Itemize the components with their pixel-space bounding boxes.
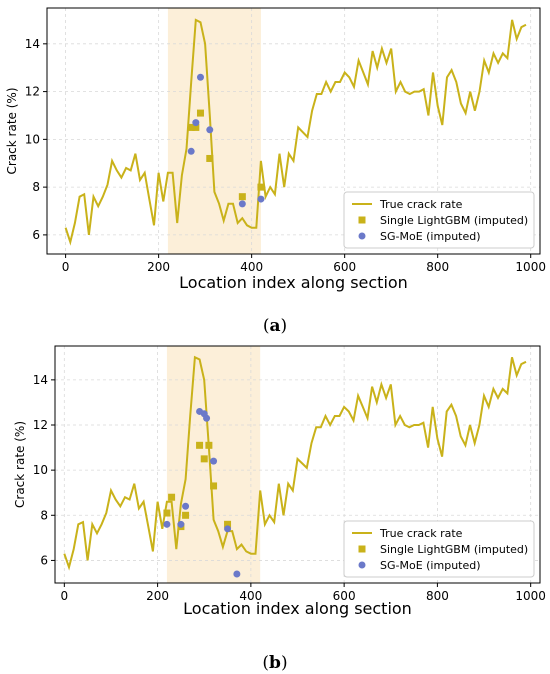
series-sgmoe-points — [187, 73, 265, 208]
legend-square-swatch — [358, 216, 366, 224]
x-tick-label: 0 — [62, 260, 70, 274]
y-axis-label: Crack rate (%) — [5, 88, 19, 175]
sgmoe-point — [203, 414, 211, 422]
lightgbm-point — [196, 441, 204, 449]
legend-entry-lightgbm: Single LightGBM (imputed) — [380, 214, 528, 227]
y-ticks: 6 8 10 12 14 — [25, 37, 47, 242]
chart-panel-a: 0 200 400 600 800 1000 6 8 10 12 14 Location inde… — [5, 7, 546, 336]
x-ticks: 0 200 400 600 800 1000 — [62, 254, 546, 274]
x-tick-label: 600 — [333, 260, 356, 274]
x-tick-label: 200 — [147, 260, 170, 274]
y-tick-label: 10 — [25, 132, 40, 146]
series-true-crack-rate-line — [63, 355, 527, 571]
y-tick-label: 6 — [40, 553, 48, 567]
lightgbm-point — [205, 441, 213, 449]
x-axis-label: Location index along section — [183, 599, 412, 618]
y-tick-label: 10 — [33, 463, 48, 477]
sgmoe-point — [187, 147, 195, 155]
lightgbm-point — [257, 183, 265, 191]
plot-frame — [46, 7, 541, 255]
lightgbm-point — [196, 109, 204, 117]
lightgbm-point — [163, 509, 171, 517]
x-tick-label: 400 — [240, 260, 263, 274]
x-tick-label: 400 — [239, 589, 262, 603]
x-ticks: 0 200 400 600 800 1000 — [61, 583, 546, 603]
y-tick-label: 14 — [25, 37, 40, 51]
lightgbm-point — [210, 482, 218, 490]
series-lightgbm-points — [187, 109, 265, 201]
panel-label-a: (a) — [263, 316, 287, 336]
legend-entry-sgmoe: SG-MoE (imputed) — [380, 230, 481, 243]
y-tick-label: 8 — [32, 180, 40, 194]
sgmoe-point — [177, 520, 185, 528]
lightgbm-point — [224, 520, 232, 528]
lightgbm-point — [206, 154, 214, 162]
sgmoe-point — [182, 502, 190, 510]
legend-circle-swatch — [358, 232, 366, 240]
legend-square-swatch — [358, 545, 366, 553]
lightgbm-point — [192, 123, 200, 131]
x-tick-label: 800 — [426, 260, 449, 274]
grid — [55, 346, 540, 583]
legend-entry-true: True crack rate — [379, 198, 463, 211]
sgmoe-point — [196, 73, 204, 81]
panel-letter: a — [269, 316, 280, 336]
y-axis-label: Crack rate (%) — [13, 421, 27, 508]
y-tick-label: 12 — [33, 418, 48, 432]
sgmoe-point — [206, 126, 214, 134]
lightgbm-point — [168, 493, 176, 501]
chart-panel-b: 0 200 400 600 800 1000 6 8 10 12 14 Location inde… — [13, 345, 546, 673]
sgmoe-point — [224, 525, 232, 533]
plot-frame — [54, 345, 541, 584]
y-tick-label: 12 — [25, 85, 40, 99]
panel-label-b: (b) — [262, 653, 287, 673]
legend-circle-swatch — [358, 561, 366, 569]
sgmoe-point — [233, 570, 241, 578]
sgmoe-point — [257, 195, 265, 203]
panel-letter: b — [269, 653, 281, 673]
highlight-region — [167, 8, 261, 254]
y-tick-label: 14 — [33, 373, 48, 387]
x-tick-label: 600 — [333, 589, 356, 603]
y-tick-label: 6 — [32, 228, 40, 242]
y-tick-label: 8 — [40, 508, 48, 522]
legend-box — [343, 520, 535, 578]
x-tick-label: 800 — [426, 589, 449, 603]
x-tick-label: 1000 — [515, 589, 546, 603]
y-ticks: 6 8 10 12 14 — [33, 373, 55, 567]
sgmoe-point — [238, 200, 246, 208]
x-tick-label: 0 — [61, 589, 69, 603]
legend-entry-sgmoe: SG-MoE (imputed) — [380, 559, 481, 572]
series-sgmoe-points — [163, 407, 241, 578]
x-tick-label: 1000 — [515, 260, 546, 274]
legend: True crack rate Single LightGBM (imputed… — [343, 191, 535, 249]
series-true-crack-rate-line — [64, 18, 527, 246]
legend-entry-true: True crack rate — [379, 527, 463, 540]
legend-box — [343, 191, 535, 249]
sgmoe-point — [210, 457, 218, 465]
legend-entry-lightgbm: Single LightGBM (imputed) — [380, 543, 528, 556]
lightgbm-point — [238, 193, 246, 201]
x-tick-label: 200 — [146, 589, 169, 603]
lightgbm-point — [187, 123, 195, 131]
lightgbm-point — [182, 511, 190, 519]
x-axis-label: Location index along section — [179, 273, 408, 292]
legend: True crack rate Single LightGBM (imputed… — [343, 520, 535, 578]
sgmoe-point — [192, 119, 200, 127]
lightgbm-point — [200, 455, 208, 463]
sgmoe-point — [163, 520, 171, 528]
